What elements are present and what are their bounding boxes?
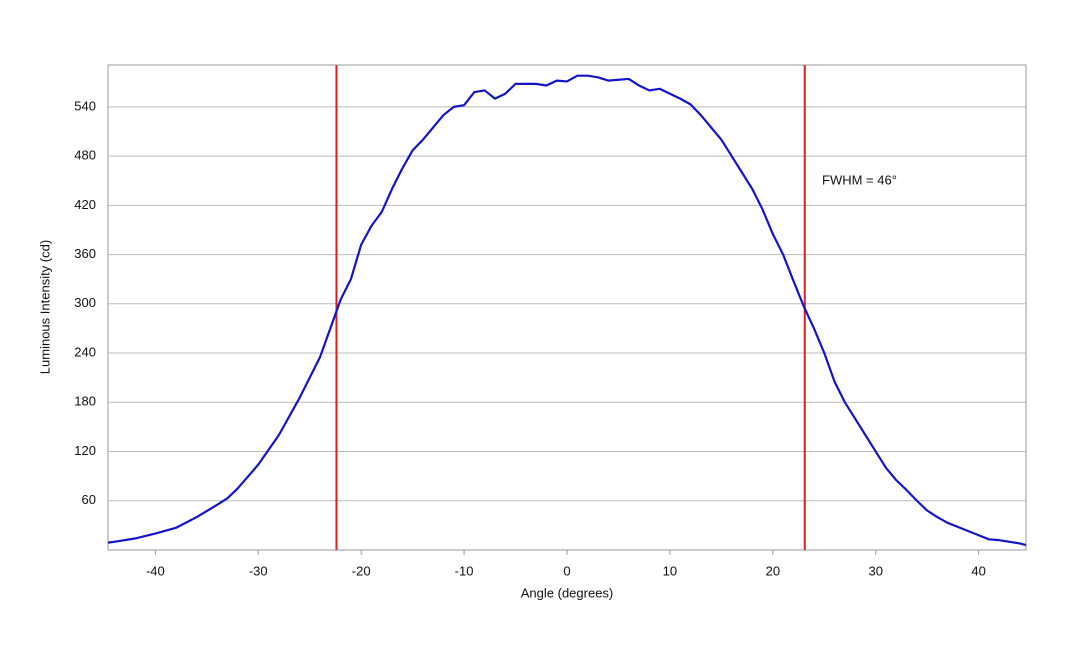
x-tick-label: -40 (146, 563, 165, 578)
x-tick-label: -20 (352, 563, 371, 578)
x-tick-label: -10 (455, 563, 474, 578)
y-tick-label: 120 (74, 443, 96, 458)
y-tick-label: 420 (74, 197, 96, 212)
x-tick-label: 30 (869, 563, 883, 578)
x-tick-label: -30 (249, 563, 268, 578)
annotation: FWHM = 46° (822, 172, 897, 187)
plot-area (107, 64, 1027, 551)
x-tick-label: 0 (563, 563, 570, 578)
x-tick-label: 20 (766, 563, 780, 578)
y-tick-label: 540 (74, 98, 96, 113)
y-tick-label: 360 (74, 246, 96, 261)
y-tick-label: 60 (82, 492, 96, 507)
data-line (107, 74, 1027, 547)
x-tick-label: 40 (971, 563, 985, 578)
x-tick-label: 10 (663, 563, 677, 578)
y-axis-label: Luminous Intensity (cd) (37, 240, 52, 374)
y-tick-label: 300 (74, 295, 96, 310)
y-tick-label: 480 (74, 148, 96, 163)
y-tick-label: 180 (74, 394, 96, 409)
x-axis-label: Angle (degrees) (521, 585, 614, 600)
y-tick-label: 240 (74, 344, 96, 359)
